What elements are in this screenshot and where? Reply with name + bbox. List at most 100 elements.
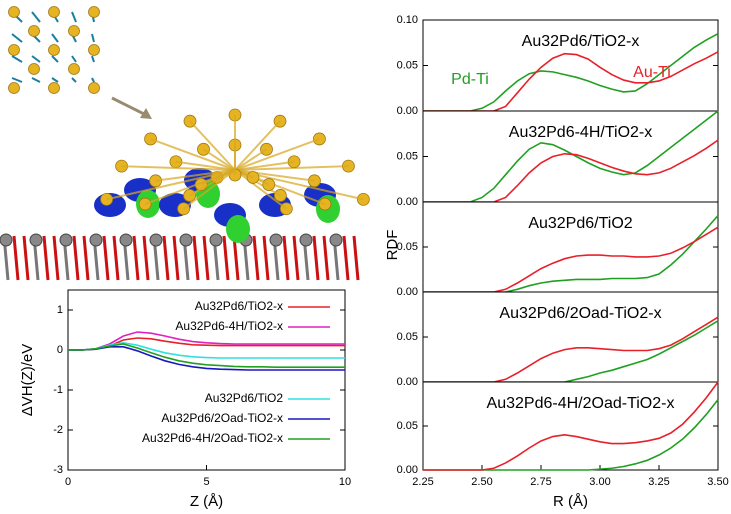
x-tick-label: 3.25 xyxy=(648,476,669,488)
x-tick-label: 3.00 xyxy=(589,476,610,488)
arrow-head xyxy=(140,108,152,119)
bond xyxy=(51,77,59,83)
bond xyxy=(51,33,59,43)
ti-o-bond xyxy=(172,235,180,281)
y-tick-label: 0.00 xyxy=(397,376,418,388)
bond xyxy=(91,77,95,83)
panel-title: Au32Pd6-4H/2Oad-TiO2-x xyxy=(487,395,675,412)
ti-o-bond xyxy=(142,235,150,281)
bond xyxy=(71,55,77,63)
bond xyxy=(11,77,23,83)
ti-atom xyxy=(179,233,193,247)
x-tick-label: 2.75 xyxy=(530,476,551,488)
bond xyxy=(11,33,23,43)
atom xyxy=(48,44,60,56)
y-tick-label: 0.05 xyxy=(397,150,418,162)
arrow xyxy=(111,96,149,118)
au-bond xyxy=(106,169,236,201)
ti-o-bond xyxy=(232,235,240,281)
bond xyxy=(91,55,95,63)
atom xyxy=(68,25,80,37)
ti-atom xyxy=(149,233,163,247)
atom xyxy=(88,6,100,18)
au-bond xyxy=(175,160,236,171)
plot-frame xyxy=(67,289,346,471)
au-bond xyxy=(183,169,236,210)
structure-image xyxy=(0,6,370,286)
blob-green xyxy=(226,215,250,243)
au-bond xyxy=(234,169,287,210)
ti-o-bond xyxy=(72,235,80,281)
bond xyxy=(71,11,77,23)
atom xyxy=(88,82,100,94)
y-axis-label: ΔVH(Z)/eV xyxy=(19,344,36,417)
x-tick-label: 2.25 xyxy=(412,476,433,488)
legend-label: Au32Pd6-4H/2Oad-TiO2-x xyxy=(142,431,283,445)
ti-atom xyxy=(269,233,283,247)
ti-o-bond xyxy=(192,235,200,281)
bond xyxy=(51,55,59,63)
ti-o-bond xyxy=(112,235,120,281)
ti-o-bond xyxy=(162,235,170,281)
bond xyxy=(31,11,41,23)
y-tick-label: 0.00 xyxy=(397,196,418,208)
bond xyxy=(11,55,23,63)
au-bond xyxy=(234,148,268,171)
au-bond xyxy=(234,165,349,171)
series-label: Pd-Ti xyxy=(451,71,489,88)
y-tick-label: -1 xyxy=(53,384,63,396)
atom xyxy=(28,63,40,75)
atom xyxy=(48,6,60,18)
ti-atom xyxy=(0,233,13,247)
x-tick-label: 10 xyxy=(339,476,351,488)
series-line xyxy=(68,341,345,359)
y-tick-label: 0.10 xyxy=(397,14,418,26)
atom xyxy=(8,6,20,18)
panel-title: Au32Pd6-4H/TiO2-x xyxy=(509,124,652,141)
x-tick-label: 3.50 xyxy=(707,476,728,488)
y-tick-label: 0 xyxy=(57,344,63,356)
plot-frame xyxy=(422,201,719,293)
plot-frame xyxy=(422,291,719,383)
ti-o-bond xyxy=(282,235,290,281)
au-bond xyxy=(234,120,281,171)
series-label: Au-Ti xyxy=(633,64,671,81)
au-bond xyxy=(234,138,320,171)
legend-label: Au32Pd6/2Oad-TiO2-x xyxy=(161,411,283,425)
bond xyxy=(71,77,77,83)
ti-o-bond xyxy=(222,235,230,281)
y-tick-label: 0.00 xyxy=(397,286,418,298)
series-line xyxy=(423,381,719,471)
ti-atom xyxy=(209,233,223,247)
ti-o-bond xyxy=(132,235,140,281)
ti-o-bond xyxy=(82,235,90,281)
bond xyxy=(31,55,41,63)
y-tick-label: -3 xyxy=(53,464,63,476)
atom xyxy=(68,63,80,75)
legend-label: Au32Pd6/TiO2-x xyxy=(195,299,283,313)
bond xyxy=(91,33,95,43)
plot-frame xyxy=(422,381,719,471)
series-line xyxy=(68,331,345,351)
atom xyxy=(28,25,40,37)
ti-atom xyxy=(119,233,133,247)
ti-o-bond xyxy=(262,235,270,281)
ti-atom xyxy=(29,233,43,247)
ti-o-bond xyxy=(22,235,30,281)
ti-o-bond xyxy=(342,235,350,281)
ti-atom xyxy=(329,233,343,247)
panel-title: Au32Pd6/2Oad-TiO2-x xyxy=(499,305,661,322)
x-tick-label: 0 xyxy=(65,476,71,488)
panel-title: Au32Pd6/TiO2 xyxy=(528,215,632,232)
y-tick-label: -2 xyxy=(53,424,63,436)
ti-o-bond xyxy=(312,235,320,281)
ti-o-bond xyxy=(252,235,260,281)
ti-o-bond xyxy=(42,235,50,281)
x-tick-label: 2.50 xyxy=(471,476,492,488)
y-tick-label: 0.00 xyxy=(397,464,418,476)
legend-label: Au32Pd6/TiO2 xyxy=(205,391,284,405)
ti-o-bond xyxy=(202,235,210,281)
atom xyxy=(88,44,100,56)
ti-o-bond xyxy=(52,235,60,281)
ti-atom xyxy=(59,233,73,247)
